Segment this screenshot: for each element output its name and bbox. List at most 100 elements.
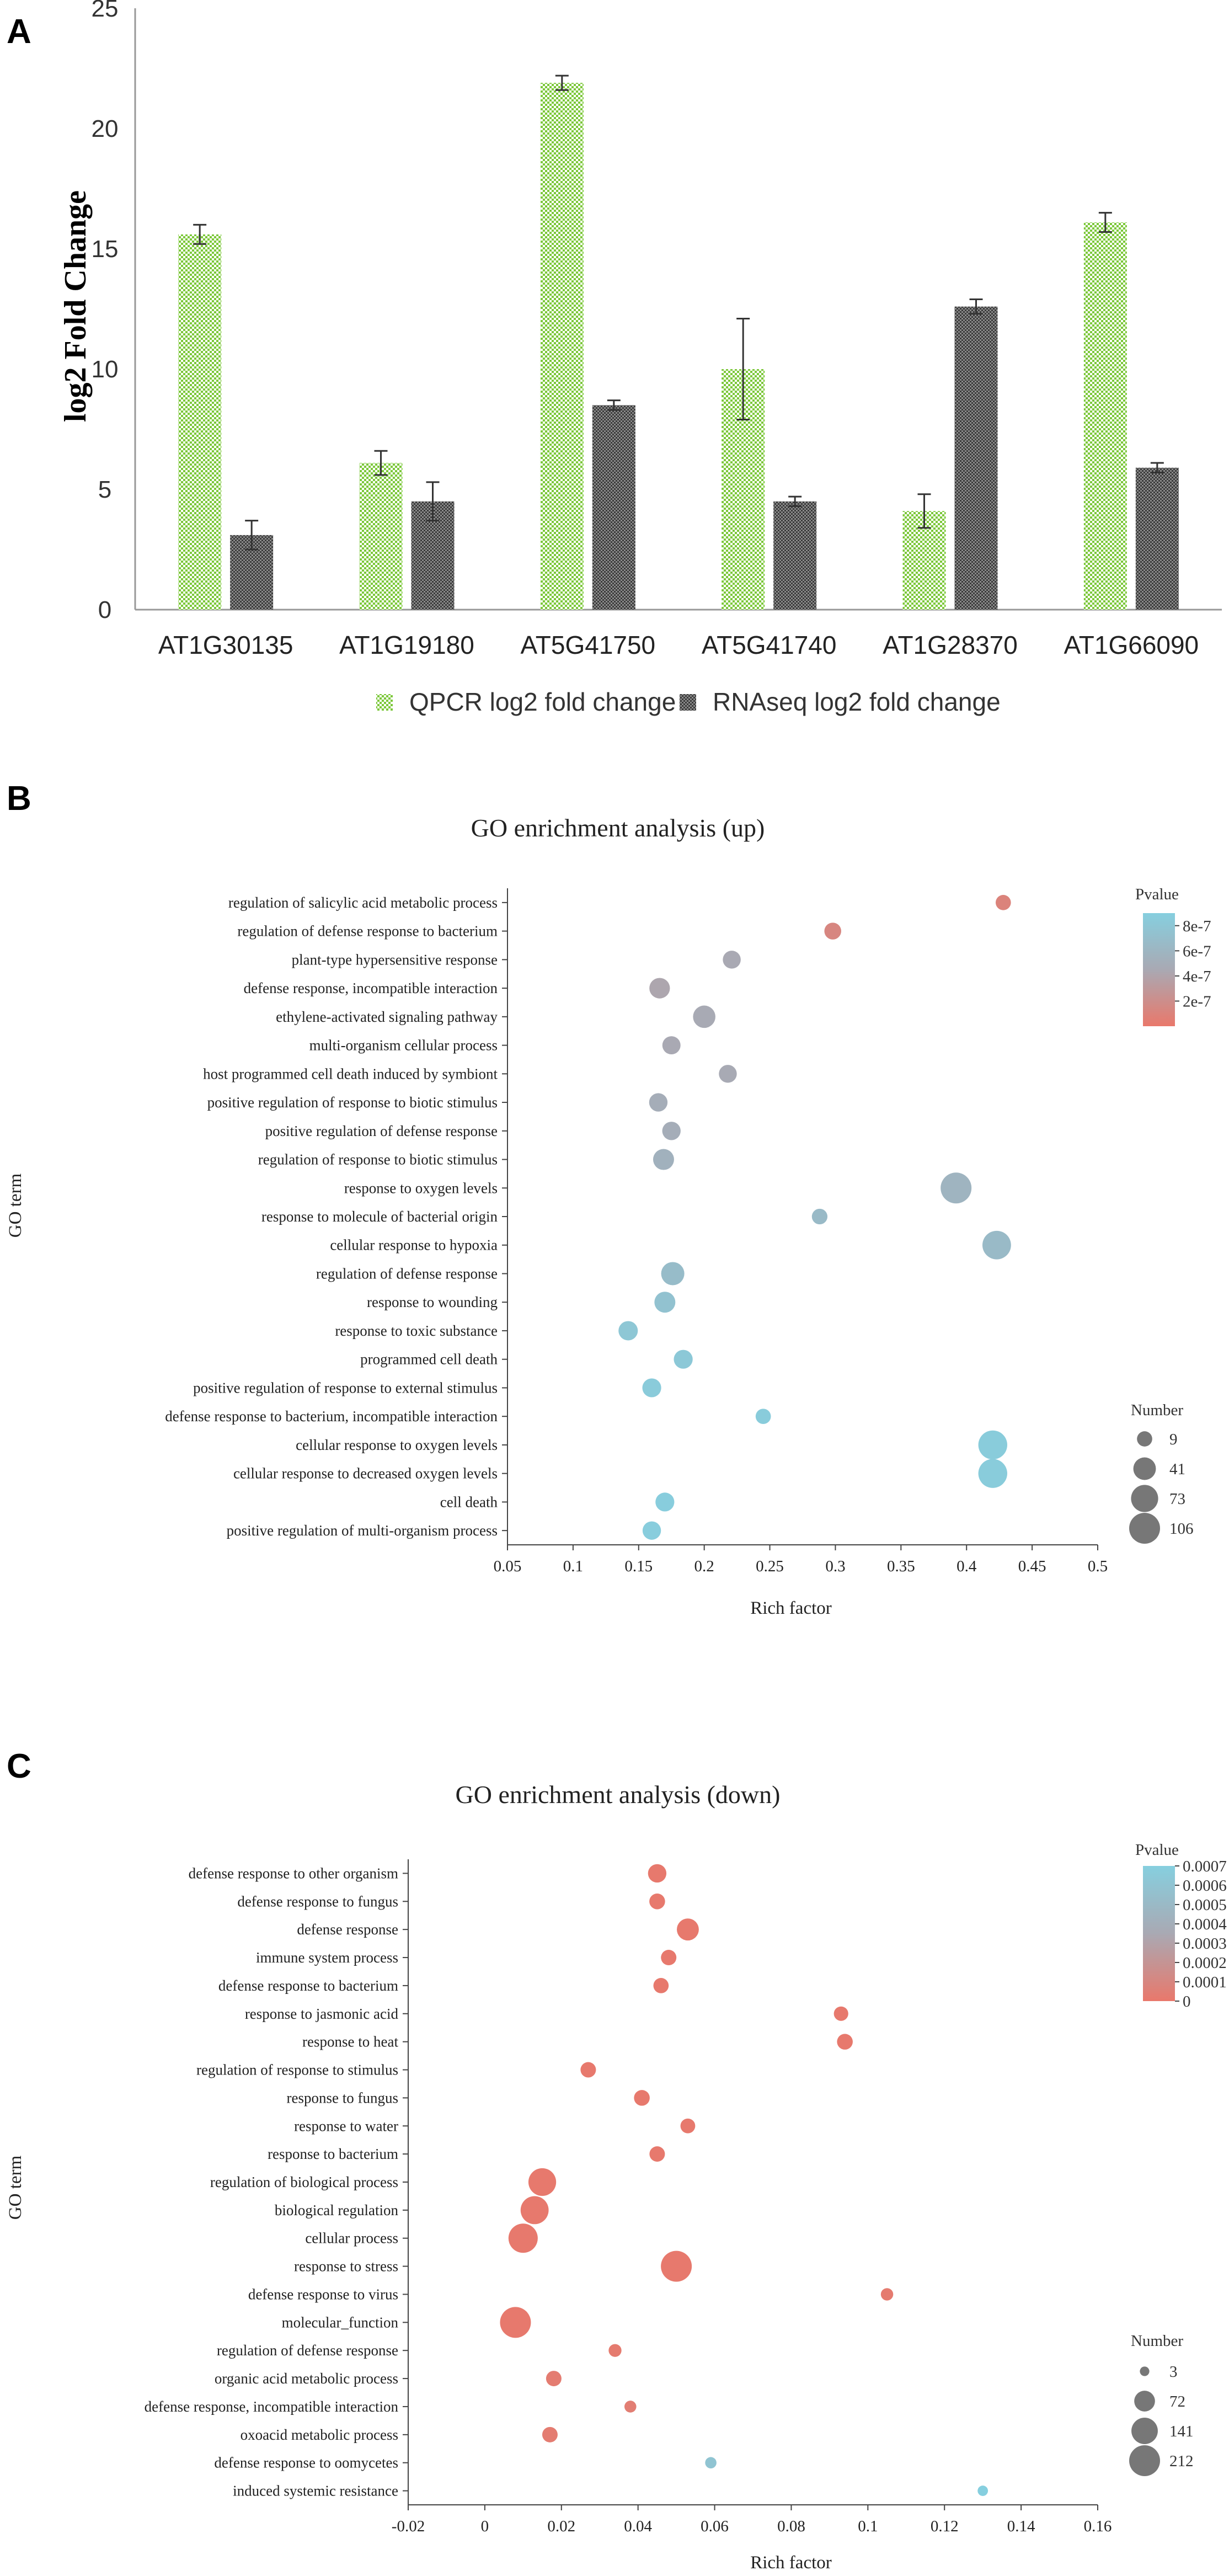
panel-b-bubble bbox=[618, 1321, 638, 1341]
panel-b-bubble bbox=[719, 1065, 737, 1083]
panel-c-bubble bbox=[705, 2457, 717, 2468]
panel-letter-b: B bbox=[7, 780, 31, 818]
panel-b-bubble bbox=[693, 1005, 715, 1028]
panel-b-size-legend-label: 41 bbox=[1169, 1460, 1185, 1478]
panel-c-x-tick-label: 0.16 bbox=[1084, 2518, 1112, 2535]
panel-c-colorbar: Pvalue 0.00070.00060.00050.00040.00030.0… bbox=[1135, 1841, 1227, 2010]
panel-b-bubble bbox=[662, 1122, 681, 1140]
panel-c-title: GO enrichment analysis (down) bbox=[456, 1780, 781, 1809]
panel-b-bubble bbox=[649, 978, 670, 999]
panel-c-bubble bbox=[837, 2034, 853, 2050]
panel-c-bubble bbox=[580, 2062, 596, 2078]
panel-c-bubble bbox=[661, 2250, 692, 2282]
panel-b-go-term-label: regulation of response to biotic stimulu… bbox=[258, 1151, 498, 1168]
panel-b-size-legend-label: 106 bbox=[1169, 1520, 1194, 1538]
panel-c-bubble bbox=[661, 1950, 677, 1966]
panel-c-go-term-label: response to heat bbox=[302, 2034, 398, 2050]
panel-b-bubble bbox=[978, 1430, 1008, 1460]
panel-a-y-tick-label: 5 bbox=[98, 476, 111, 503]
panel-c-size-legend: Number 3 72 141 212 bbox=[1129, 2332, 1194, 2476]
panel-a-y-tick-label: 0 bbox=[98, 596, 111, 623]
panel-c-go-term-label: defense response to bacterium bbox=[218, 1977, 398, 1994]
panel-b-bubble bbox=[653, 1149, 674, 1170]
panel-c-bubble bbox=[880, 2288, 894, 2301]
panel-b-bubble bbox=[661, 1262, 685, 1286]
panel-b-go-term-label: ethylene-activated signaling pathway bbox=[276, 1009, 498, 1025]
panel-a-axes bbox=[134, 8, 1222, 611]
panel-c-go-term-label: response to stress bbox=[294, 2258, 398, 2275]
legend-swatch-qpcr bbox=[376, 694, 393, 711]
panel-c-bubble bbox=[648, 1864, 667, 1883]
panel-a-category-label: AT5G41740 bbox=[702, 631, 837, 659]
panel-a-category-label: AT1G30135 bbox=[158, 631, 293, 659]
panel-b-go-term-label: response to wounding bbox=[367, 1294, 498, 1310]
panel-c-bubble bbox=[634, 2090, 650, 2106]
panel-c-plot: -0.02 0 0.02 0.04 0.06 0.08 0.1 0.12 0.14 0.16 def… bbox=[145, 1859, 1112, 2535]
panel-c-go-term-label: immune system process bbox=[256, 1949, 398, 1966]
panel-c-ylabel: GO term bbox=[6, 2155, 25, 2220]
panel-c-bubble bbox=[653, 1978, 669, 1993]
panel-c-bubble bbox=[624, 2401, 637, 2413]
legend-label-rnaseq: RNAseq log2 fold change bbox=[713, 687, 1001, 716]
panel-b-bubble bbox=[674, 1350, 693, 1369]
panel-b-go-term-label: positive regulation of multi-organism pr… bbox=[227, 1522, 498, 1539]
panel-b-size-legend-circle bbox=[1137, 1431, 1152, 1447]
panel-b-colorbar-tick-label: 6e-7 bbox=[1183, 942, 1211, 960]
panel-b-colorbar-gradient bbox=[1143, 913, 1175, 1026]
panel-b-bubble bbox=[978, 1459, 1008, 1488]
panel-a-category-label: AT1G66090 bbox=[1064, 631, 1199, 659]
panel-b-x-tick-label: 0.25 bbox=[756, 1558, 784, 1575]
panel-c-go-term-label: response to jasmonic acid bbox=[245, 2006, 399, 2022]
panel-c-go-term-label: defense response to fungus bbox=[237, 1893, 398, 1910]
panel-c-go-term-label: biological regulation bbox=[275, 2202, 399, 2218]
panel-b-bubble bbox=[811, 1208, 828, 1225]
panel-b-go-term-label: cellular response to hypoxia bbox=[330, 1237, 498, 1254]
panel-b-bubble bbox=[941, 1172, 972, 1204]
bar-qpcr bbox=[178, 234, 222, 610]
panel-c-x-tick-label: 0.14 bbox=[1007, 2518, 1035, 2535]
panel-b-bubble bbox=[723, 951, 741, 969]
panel-b-x-tick-label: 0.5 bbox=[1088, 1558, 1108, 1575]
panel-a-y-tick-label: 15 bbox=[92, 236, 119, 263]
panel-b-bubble bbox=[642, 1521, 661, 1540]
panel-c-bubble bbox=[500, 2307, 531, 2338]
panel-b-go-term-label: programmed cell death bbox=[360, 1351, 498, 1368]
panel-c-bubble bbox=[528, 2168, 557, 2196]
panel-c-x-tick-label: 0.06 bbox=[701, 2518, 729, 2535]
panel-b-bubble bbox=[755, 1409, 771, 1425]
panel-c-colorbar-tick-label: 0.0002 bbox=[1183, 1954, 1227, 1972]
panel-b-x-tick-label: 0.15 bbox=[624, 1558, 653, 1575]
panel-b-x-tick-label: 0.3 bbox=[825, 1558, 845, 1575]
panel-c-bubble bbox=[546, 2371, 562, 2387]
panel-c-x-tick-label: -0.02 bbox=[392, 2518, 425, 2535]
panel-b-size-legend-circle bbox=[1133, 1457, 1156, 1480]
panel-b-plot: 0.05 0.1 0.15 0.2 0.25 0.3 0.35 0.4 0.45 0.5 regul… bbox=[165, 888, 1108, 1575]
legend-swatch-rnaseq bbox=[680, 694, 696, 711]
panel-c-bubble bbox=[680, 2118, 696, 2134]
panel-a-y-tick-label: 10 bbox=[92, 356, 119, 383]
panel-a-category-label: AT5G41750 bbox=[521, 631, 656, 659]
panel-c-bubble bbox=[977, 2486, 988, 2496]
panel-c-bubble bbox=[833, 2006, 848, 2021]
panel-c-go-term-label: molecular_function bbox=[282, 2314, 399, 2330]
panel-b-size-legend: Number 9 41 73 106 bbox=[1129, 1401, 1194, 1544]
panel-b-go-term-label: positive regulation of defense response bbox=[265, 1123, 498, 1139]
panel-a-category-label: AT1G19180 bbox=[339, 631, 474, 659]
panel-b-go-term-label: defense response, incompatible interacti… bbox=[244, 980, 498, 996]
panel-b-colorbar-tick-label: 4e-7 bbox=[1183, 968, 1211, 985]
legend-label-qpcr: QPCR log2 fold change bbox=[409, 687, 676, 716]
bar-qpcr bbox=[1083, 222, 1127, 610]
panel-b-x-tick-label: 0.35 bbox=[887, 1558, 915, 1575]
panel-a-legend: QPCR log2 fold change RNAseq log2 fold c… bbox=[376, 687, 1001, 716]
panel-c-size-legend-circle bbox=[1140, 2366, 1150, 2376]
panel-b-colorbar-tick-label: 2e-7 bbox=[1183, 993, 1211, 1010]
panel-b-size-legend-label: 9 bbox=[1169, 1431, 1178, 1448]
panel-c-colorbar-tick-label: 0.0003 bbox=[1183, 1935, 1227, 1953]
panel-b-bubble bbox=[654, 1292, 676, 1313]
panel-a-bars bbox=[178, 74, 1179, 610]
panel-c-x-tick-label: 0.04 bbox=[624, 2518, 652, 2535]
panel-b-bubble bbox=[642, 1378, 661, 1398]
panel-c-go-term-label: regulation of response to stimulus bbox=[196, 2062, 398, 2078]
panel-c-go-term-label: response to water bbox=[294, 2118, 398, 2134]
